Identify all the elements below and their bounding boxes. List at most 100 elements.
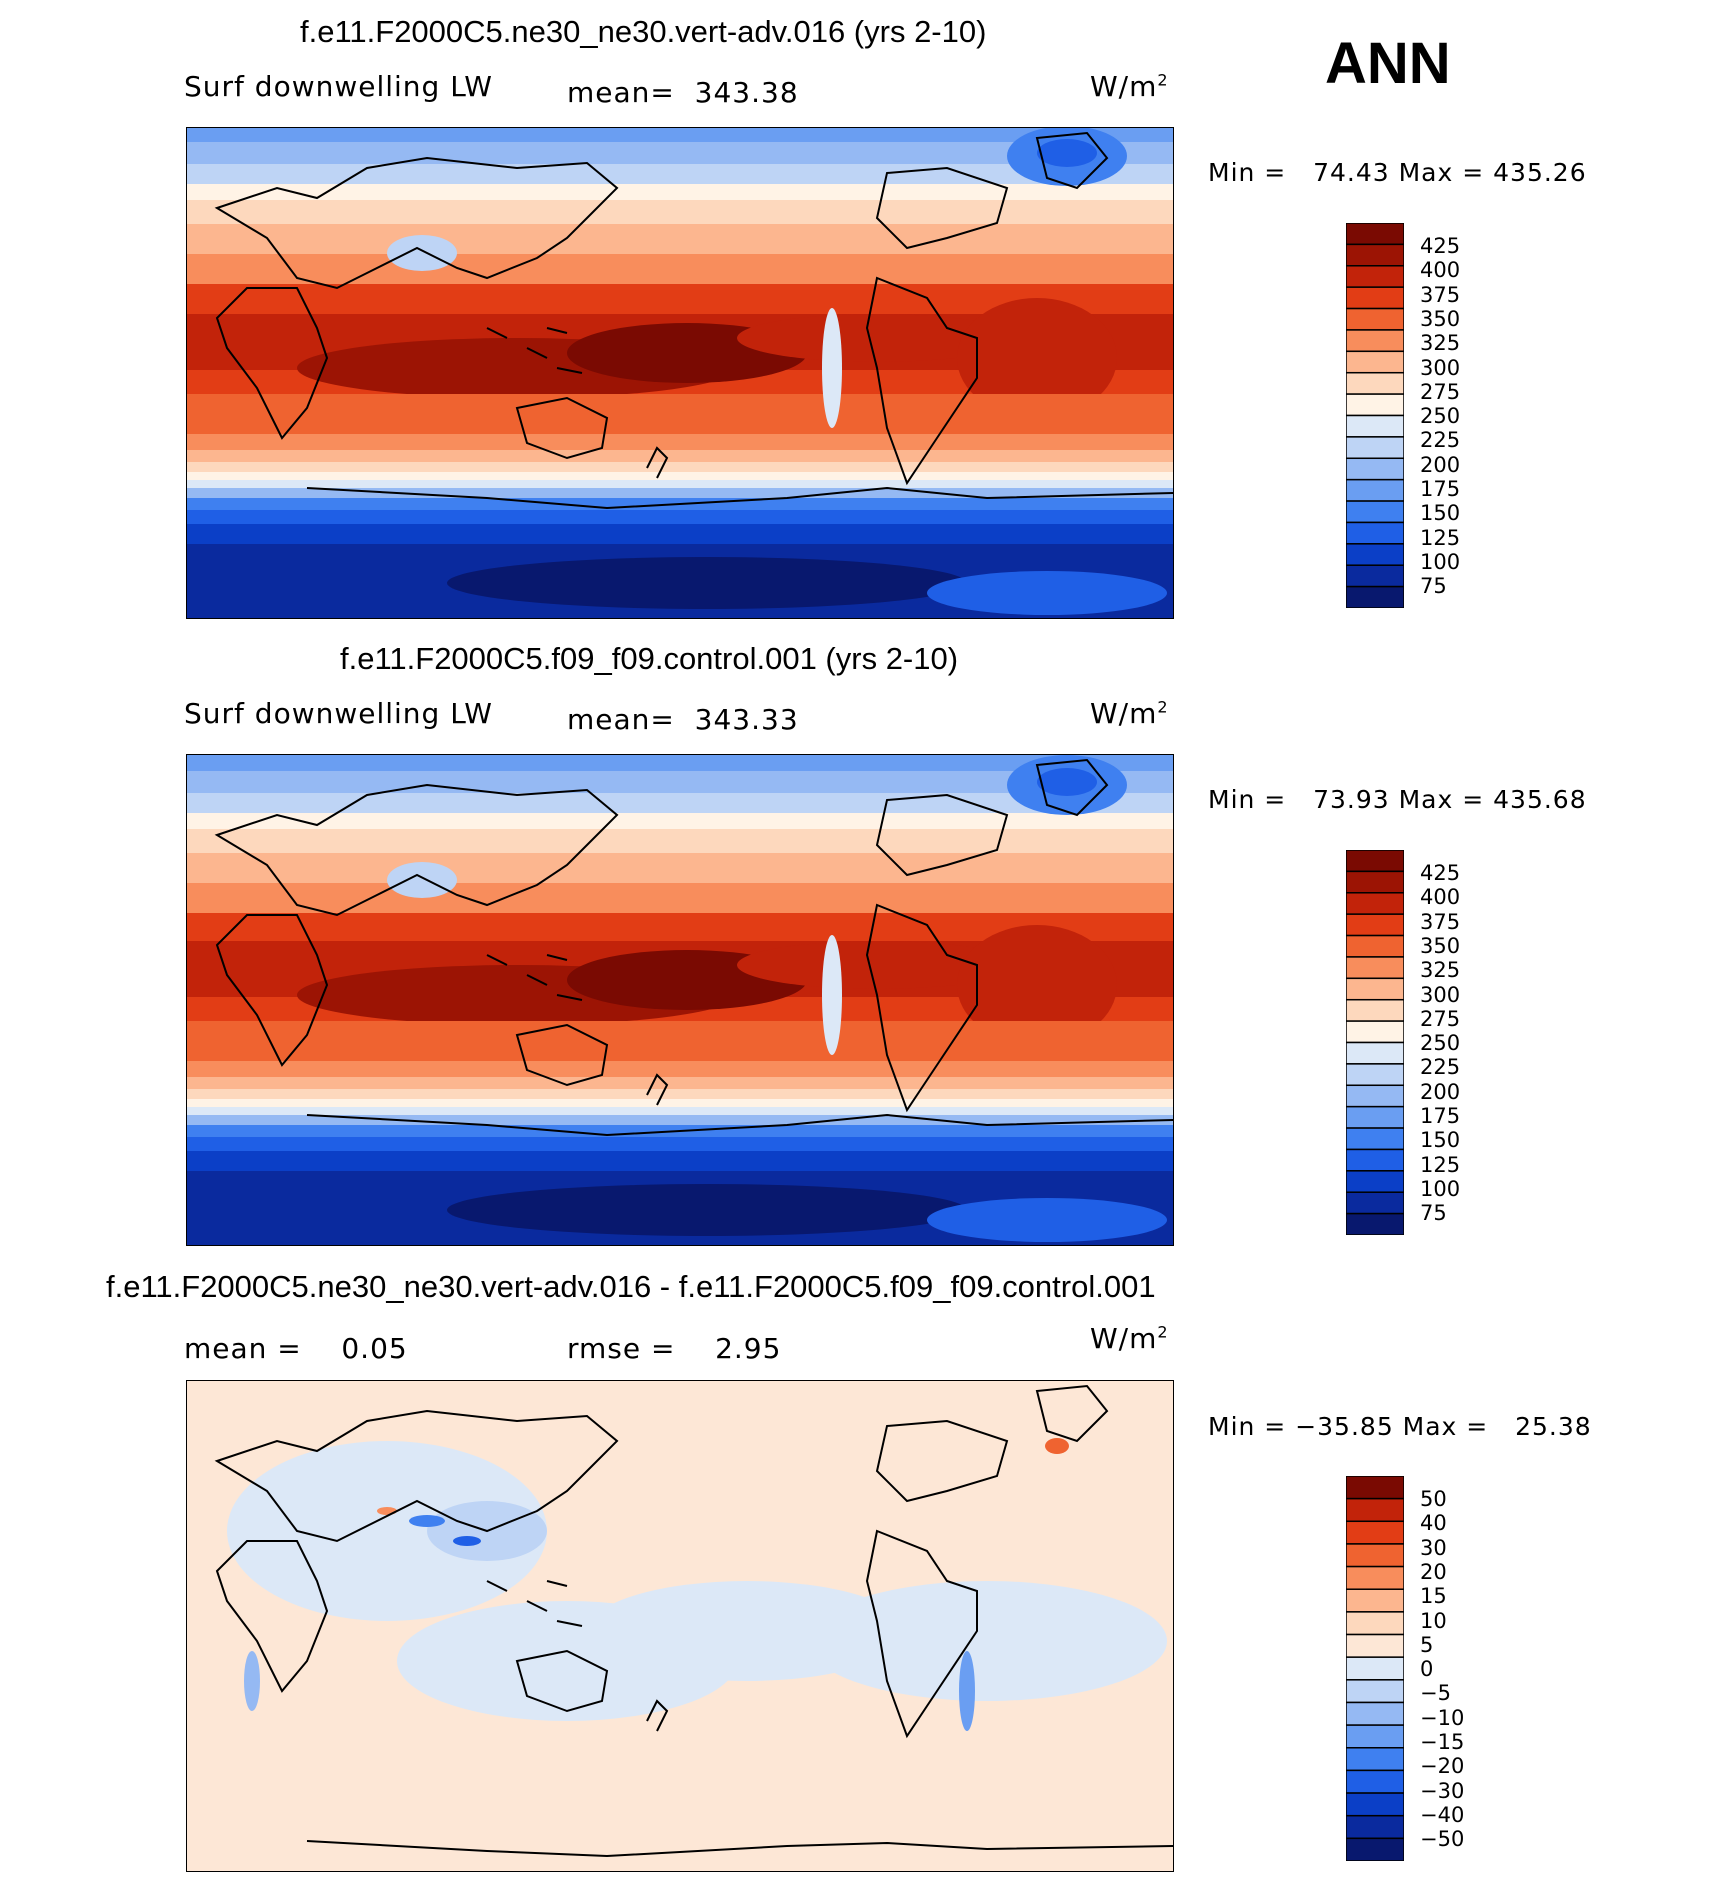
colorbar-swatch — [1346, 478, 1404, 502]
panel1-units: W/m2 — [1090, 70, 1169, 103]
colorbar-swatch — [1346, 414, 1404, 438]
colorbar-swatch — [1346, 1084, 1404, 1108]
cb-label: 175 — [1420, 477, 1461, 501]
cb-label: 225 — [1420, 428, 1461, 453]
cb-label: 250 — [1420, 404, 1461, 429]
cb-label: −30 — [1420, 1778, 1465, 1803]
panel2-map-svg — [187, 755, 1173, 1245]
cb-label: 350 — [1420, 306, 1461, 331]
colorbar-swatch — [1346, 223, 1404, 246]
cb-label: 150 — [1420, 1128, 1461, 1153]
colorbar-swatch — [1346, 1476, 1404, 1500]
colorbar-swatch — [1346, 1792, 1404, 1817]
colorbar-swatch — [1346, 585, 1404, 608]
panel3-units: W/m2 — [1090, 1322, 1169, 1355]
colorbar-swatch — [1346, 998, 1404, 1022]
panel2-minmax: Min = 73.93 Max = 435.68 — [1208, 785, 1587, 814]
colorbar-swatch — [1346, 1633, 1404, 1658]
colorbar-swatch — [1346, 913, 1404, 937]
panel2-colorbar — [1346, 850, 1404, 1235]
cb-label: 425 — [1420, 234, 1461, 258]
colorbar-swatch — [1346, 1656, 1404, 1681]
colorbar-swatch — [1346, 934, 1404, 958]
cb-label: 175 — [1420, 1104, 1461, 1128]
colorbar-swatch — [1346, 1127, 1404, 1151]
panel2-variable: Surf downwelling LW — [184, 697, 493, 730]
cb-label: 250 — [1420, 1031, 1461, 1056]
cb-label: 20 — [1420, 1559, 1447, 1584]
colorbar-swatch — [1346, 1679, 1404, 1704]
cb-label: 375 — [1420, 282, 1461, 307]
colorbar-swatch — [1346, 1588, 1404, 1613]
panel2-units: W/m2 — [1090, 697, 1169, 730]
colorbar-swatch — [1346, 543, 1404, 566]
panel1-colorbar — [1346, 223, 1404, 608]
colorbar-swatch — [1346, 1565, 1404, 1590]
season-label: ANN — [1325, 31, 1451, 96]
colorbar-swatch — [1346, 1543, 1404, 1568]
cb-label: 10 — [1420, 1608, 1447, 1633]
colorbar-swatch — [1346, 850, 1404, 873]
panel3-minmax: Min = −35.85 Max = 25.38 — [1208, 1412, 1592, 1441]
cb-label: −50 — [1420, 1827, 1465, 1852]
colorbar-swatch — [1346, 1148, 1404, 1172]
cb-label: 125 — [1420, 525, 1461, 550]
colorbar-swatch — [1346, 1212, 1404, 1235]
colorbar-swatch — [1346, 1769, 1404, 1794]
colorbar-swatch — [1346, 1497, 1404, 1523]
colorbar-swatch — [1346, 564, 1404, 588]
colorbar-swatch — [1346, 350, 1404, 374]
cb-label: 300 — [1420, 355, 1461, 380]
cb-label: 300 — [1420, 982, 1461, 1007]
panel3-colorbar-svg — [1346, 1476, 1404, 1861]
colorbar-swatch — [1346, 457, 1404, 481]
cb-label: −20 — [1420, 1754, 1465, 1779]
cb-label: 350 — [1420, 933, 1461, 958]
cb-label: 200 — [1420, 1079, 1461, 1104]
colorbar-swatch — [1346, 500, 1404, 524]
colorbar-swatch — [1346, 1724, 1404, 1749]
cb-label: 125 — [1420, 1152, 1461, 1177]
colorbar-swatch — [1346, 329, 1404, 353]
colorbar-swatch — [1346, 286, 1404, 310]
colorbar-swatch — [1346, 1041, 1404, 1065]
panel2-map — [186, 754, 1174, 1246]
panel1-map — [186, 127, 1174, 619]
cb-label: −40 — [1420, 1802, 1465, 1827]
colorbar-swatch — [1346, 393, 1404, 417]
cb-label: 100 — [1420, 1176, 1461, 1201]
panel3-title: f.e11.F2000C5.ne30_ne30.vert-adv.016 - f… — [106, 1269, 1156, 1304]
cb-label: 275 — [1420, 1006, 1461, 1031]
colorbar-swatch — [1346, 892, 1404, 915]
colorbar-swatch — [1346, 1747, 1404, 1772]
cb-label: 325 — [1420, 958, 1461, 983]
colorbar-swatch — [1346, 1170, 1404, 1193]
cb-label: −10 — [1420, 1705, 1465, 1730]
colorbar-swatch — [1346, 436, 1404, 460]
panel3-mean: mean = 0.05 — [184, 1332, 408, 1365]
colorbar-swatch — [1346, 1814, 1404, 1840]
cb-label: 75 — [1420, 1201, 1447, 1226]
cb-label: 150 — [1420, 501, 1461, 526]
colorbar-swatch — [1346, 521, 1404, 545]
panel1-colorbar-svg — [1346, 223, 1404, 608]
cb-label: 400 — [1420, 258, 1461, 283]
colorbar-swatch — [1346, 1105, 1404, 1129]
panel3-colorbar — [1346, 1476, 1404, 1861]
cb-label: 375 — [1420, 909, 1461, 934]
colorbar-swatch — [1346, 977, 1404, 1001]
panel2-title: f.e11.F2000C5.f09_f09.control.001 (yrs 2… — [340, 641, 959, 676]
panel3-map — [186, 1380, 1174, 1872]
panel3-rmse: rmse = 2.95 — [567, 1332, 782, 1365]
cb-label: 225 — [1420, 1055, 1461, 1080]
colorbar-swatch — [1346, 1063, 1404, 1087]
cb-label: 100 — [1420, 549, 1461, 574]
colorbar-swatch — [1346, 1701, 1404, 1726]
panel1-minmax: Min = 74.43 Max = 435.26 — [1208, 158, 1587, 187]
cb-label: 0 — [1420, 1657, 1434, 1682]
panel1-title: f.e11.F2000C5.ne30_ne30.vert-adv.016 (yr… — [300, 14, 987, 49]
cb-label: 325 — [1420, 331, 1461, 356]
cb-label: 425 — [1420, 861, 1461, 885]
colorbar-swatch — [1346, 371, 1404, 395]
panel1-mean: mean= 343.38 — [567, 76, 799, 109]
